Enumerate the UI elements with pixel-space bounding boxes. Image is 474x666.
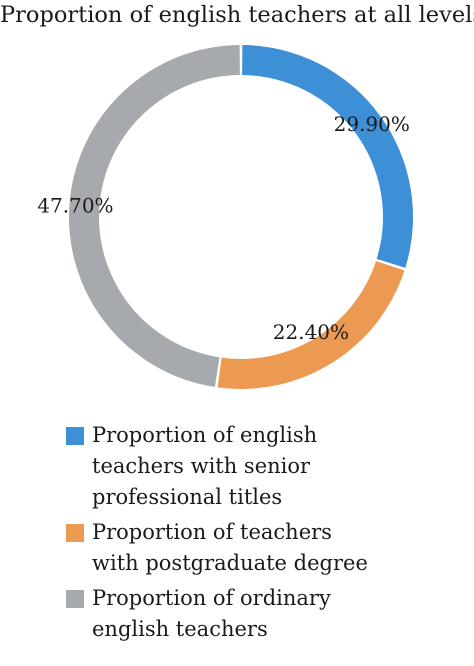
slice-value-label-2: 47.70% <box>37 193 113 217</box>
donut-chart: 29.90% 22.40% 47.70% <box>37 45 413 390</box>
donut-slice-1 <box>217 261 405 390</box>
legend-swatch-postgraduate <box>66 524 84 542</box>
legend-swatch-senior-titles <box>66 427 84 445</box>
legend-label-line: english teachers <box>92 617 268 641</box>
slice-value-label-1: 22.40% <box>273 320 349 344</box>
legend-label-line: teachers with senior <box>92 454 311 478</box>
legend-item-senior-titles: Proportion of english teachers with seni… <box>66 420 466 513</box>
slice-value-label-0: 29.90% <box>334 112 410 136</box>
legend-label-line: Proportion of ordinary <box>92 586 331 610</box>
legend-label-line: Proportion of english <box>92 423 318 447</box>
legend-item-ordinary: Proportion of ordinary english teachers <box>66 583 466 645</box>
legend-label-line: professional titles <box>92 485 283 509</box>
donut-slice-0 <box>242 45 413 268</box>
donut-slice-2 <box>69 45 240 388</box>
chart-legend: Proportion of english teachers with seni… <box>66 420 466 649</box>
chart-title: Proportion of english teachers at all le… <box>0 2 474 28</box>
legend-swatch-ordinary <box>66 590 84 608</box>
legend-item-postgraduate: Proportion of teachers with postgraduate… <box>66 517 466 579</box>
legend-label-line: Proportion of teachers <box>92 520 332 544</box>
legend-label-line: with postgraduate degree <box>92 551 368 575</box>
